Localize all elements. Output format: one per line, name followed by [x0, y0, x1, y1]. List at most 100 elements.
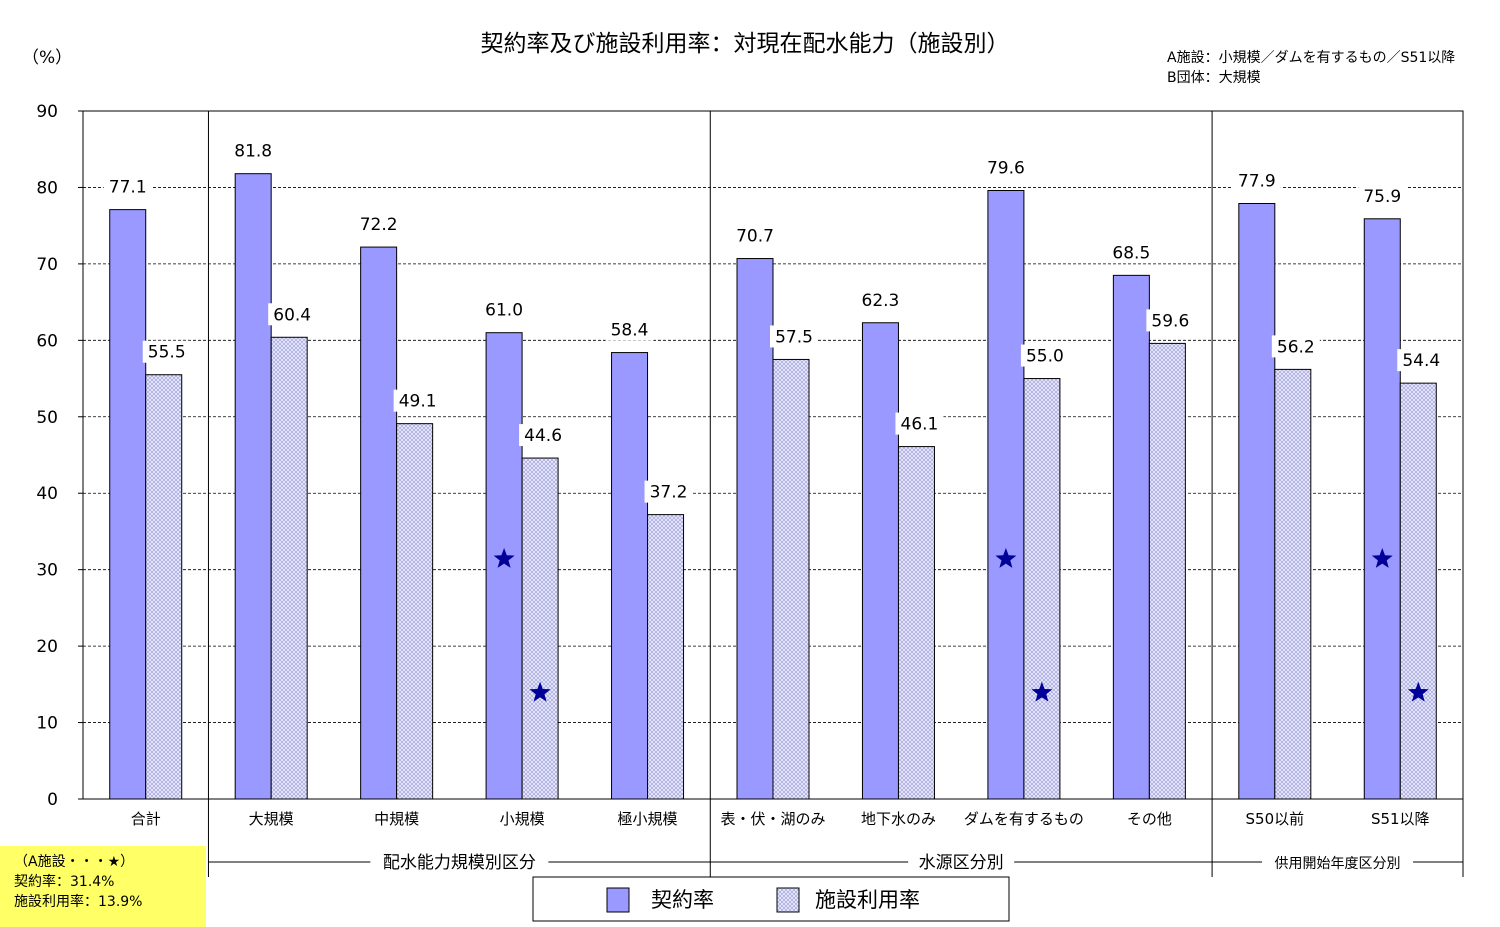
bar-facility-utilization: [1023, 378, 1061, 800]
star-icon: [1371, 548, 1393, 568]
bar-facility-utilization: [145, 374, 183, 800]
bar-facility-utilization: [1148, 342, 1186, 800]
bar-contract-rate: [1363, 218, 1401, 800]
bar-contract-rate: [987, 190, 1025, 800]
note-line-2: B団体：大規模: [1167, 70, 1261, 86]
data-label-bg: [519, 424, 568, 447]
category-label: 合計: [131, 810, 161, 828]
bar-facility-utilization: [772, 358, 810, 800]
y-tick-label: 20: [36, 637, 58, 657]
y-tick-label: 40: [36, 484, 58, 504]
plot-area: 0 10 20 30 40 50 60 70 80 90 77.1 55.5 合計 81.8 60.4 大規模…: [36, 102, 1464, 877]
legend-swatch-contract: [606, 887, 630, 913]
category-label: 小規模: [500, 810, 545, 828]
y-tick-label: 80: [36, 178, 58, 198]
bar-contract-rate: [1238, 202, 1276, 800]
chart-title: 契約率及び施設利用率：対現在配水能力（施設別）: [481, 31, 1010, 57]
data-label: 46.1: [901, 415, 939, 435]
data-label-bg: [1107, 241, 1156, 264]
data-label-bg: [103, 175, 152, 198]
bar-facility-utilization: [396, 423, 434, 800]
group-label: 供用開始年度区分別: [1275, 856, 1401, 872]
legend: 契約率 施設利用率: [532, 876, 1010, 922]
bar-facility-utilization: [1274, 368, 1312, 800]
bar-facility-utilization: [1399, 382, 1437, 800]
legend-label-utilization: 施設利用率: [815, 888, 920, 912]
category-label: 大規模: [249, 810, 294, 828]
data-label-bg: [393, 389, 442, 412]
data-label-bg: [142, 340, 191, 363]
category-label: 中規模: [374, 810, 419, 828]
bar-facility-utilization: [647, 514, 685, 800]
category-label: 極小規模: [618, 810, 678, 828]
data-label: 61.0: [485, 301, 523, 321]
note-line-1: A施設：小規模／ダムを有するもの／S51以降: [1167, 50, 1455, 66]
bar-contract-rate: [736, 258, 774, 800]
bar-facility-utilization: [521, 457, 559, 800]
star-icon: [529, 681, 551, 702]
data-label: 70.7: [736, 227, 774, 247]
star-icon: [493, 548, 515, 568]
star-note-title: （A施設・・・★）: [14, 854, 135, 870]
bar-contract-rate: [109, 209, 147, 800]
y-tick-label: 70: [36, 255, 58, 275]
data-label: 77.1: [109, 178, 147, 198]
data-label: 44.6: [524, 426, 562, 446]
bar-contract-rate: [360, 246, 398, 800]
data-label-bg: [895, 412, 944, 435]
legend-label-contract: 契約率: [651, 888, 714, 912]
category-label: S50以前: [1246, 810, 1305, 828]
data-label: 57.5: [775, 327, 813, 347]
y-tick-label: 10: [36, 714, 58, 734]
y-tick-label: 60: [36, 331, 58, 351]
data-label: 77.9: [1238, 171, 1276, 191]
data-label-bg: [770, 325, 818, 348]
data-label-bg: [480, 298, 529, 321]
data-label-bg: [1271, 335, 1320, 358]
category-label: 表・伏・湖のみ: [720, 810, 825, 828]
data-label-bg: [1358, 184, 1407, 207]
star-icon: [1031, 681, 1053, 702]
data-label-bg: [354, 213, 403, 236]
category-label: その他: [1127, 810, 1172, 828]
group-label-bg: [370, 848, 549, 872]
y-tick-label: 30: [36, 561, 58, 581]
data-label: 55.0: [1026, 347, 1064, 367]
y-tick-label: 90: [36, 102, 58, 122]
data-label-bg: [856, 288, 905, 311]
y-tick-label: 50: [36, 408, 58, 428]
data-label-bg: [1397, 349, 1446, 372]
bar-contract-rate: [611, 352, 649, 800]
data-label: 75.9: [1363, 187, 1401, 207]
bar-facility-utilization: [270, 336, 308, 800]
data-label: 62.3: [862, 291, 900, 311]
data-label: 49.1: [399, 392, 437, 412]
data-label-bg: [1146, 309, 1195, 332]
group-label-bg: [1262, 848, 1414, 872]
data-label-bg: [1232, 169, 1281, 192]
group-label: 水源区分別: [919, 853, 1004, 873]
category-label: S51以降: [1371, 810, 1430, 828]
data-label-bg: [1020, 344, 1069, 367]
category-label: 地下水のみ: [861, 810, 936, 828]
star-icon: [995, 548, 1017, 568]
star-icon: [1407, 681, 1429, 702]
bar-contract-rate: [485, 332, 523, 800]
data-label: 72.2: [360, 215, 398, 235]
data-label-bg: [605, 318, 654, 341]
data-label: 54.4: [1402, 351, 1440, 371]
data-label-bg: [268, 303, 317, 326]
category-label: ダムを有するもの: [964, 810, 1084, 828]
bar-contract-rate: [234, 173, 272, 800]
bar-facility-utilization: [897, 446, 935, 800]
y-tick-label: 0: [47, 790, 58, 810]
data-label: 55.5: [148, 343, 186, 363]
star-note-box: （A施設・・・★） 契約率：31.4% 施設利用率：13.9%: [0, 846, 206, 927]
bar-contract-rate: [861, 322, 899, 800]
data-label: 60.4: [273, 305, 311, 325]
data-label: 56.2: [1277, 337, 1315, 357]
data-label: 37.2: [650, 483, 688, 503]
legend-swatch-utilization: [776, 887, 800, 913]
group-label-bg: [908, 848, 1015, 872]
